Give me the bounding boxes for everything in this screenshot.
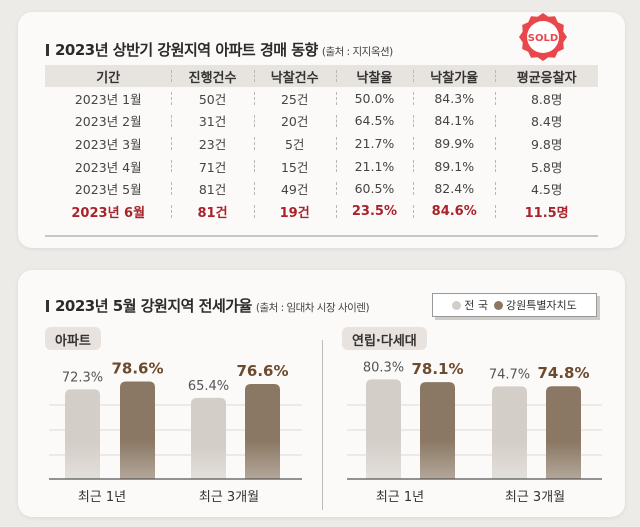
- category-label: 최근 1년: [376, 490, 424, 505]
- column-header: 진행건수: [171, 65, 254, 87]
- table-cell: 8.4명: [495, 110, 598, 133]
- table-cell: 25건: [253, 87, 336, 110]
- data-label: 74.8%: [537, 364, 589, 382]
- bar-shade: [191, 397, 226, 479]
- bar-shade: [420, 382, 455, 479]
- auction-panel: 2023년 상반기 강원지역 아파트 경매 동향 (출처 : 지지옥션) SOLD…: [18, 12, 625, 248]
- chart-title-villa: 연립·다세대: [342, 327, 427, 350]
- jeonse-title-text: 2023년 5월 강원지역 전세가율: [55, 297, 252, 315]
- table-row: 2023년 2월 31건 20건 64.5% 84.1% 8.4명: [45, 110, 598, 133]
- data-label: 80.3%: [363, 360, 404, 375]
- auction-table: 기간 진행건수 낙찰건수 낙찰율 낙찰가율 평균응찰자 2023년 1월 50건 25건 50.…: [45, 65, 598, 223]
- table-cell: 31건: [171, 110, 253, 133]
- table-cell: 20건: [253, 110, 336, 133]
- legend-dot-national-icon: [452, 301, 462, 310]
- table-cell: 2023년 3월: [74, 136, 142, 152]
- legend-item-national: 전 국: [452, 297, 488, 313]
- table-cell: 2023년 2월: [74, 114, 142, 130]
- table-cell: 71건: [171, 155, 253, 178]
- table-cell: 5.8명: [495, 155, 598, 178]
- table-cell: 81건: [171, 177, 253, 200]
- table-row: 2023년 6월 81건 19건 23.5% 84.6% 11.5명: [45, 200, 598, 223]
- category-label: 최근 3개월: [505, 490, 565, 505]
- table-header: 기간 진행건수 낙찰건수 낙찰율 낙찰가율 평균응찰자: [45, 65, 598, 87]
- bar-shade: [546, 386, 581, 479]
- table-cell: 81건: [171, 200, 253, 223]
- table-cell: 4.5명: [495, 177, 598, 200]
- legend-dot-gangwon-icon: [493, 301, 503, 310]
- column-header: 기간: [45, 65, 172, 87]
- table-cell: 64.5%: [335, 110, 413, 133]
- category-label: 최근 3개월: [199, 490, 259, 505]
- bar-shade: [120, 381, 155, 479]
- legend-label: 전 국: [464, 299, 488, 312]
- table-cell: 2023년 1월: [74, 91, 142, 107]
- table-cell: 2023년 5월: [74, 182, 142, 198]
- jeonse-title: 2023년 5월 강원지역 전세가율 (출처 : 임대차 시장 사이렌): [46, 295, 370, 316]
- data-label: 74.7%: [489, 367, 530, 382]
- table-cell: 23건: [171, 132, 253, 155]
- column-header: 낙찰율: [335, 65, 414, 87]
- table-cell: 50.0%: [335, 87, 413, 110]
- table-bottom-line: [45, 235, 598, 237]
- jeonse-source: (출처 : 임대차 시장 사이렌): [255, 302, 370, 314]
- legend-label: 강원특별자치도: [505, 299, 577, 312]
- table-cell: 60.5%: [335, 177, 413, 200]
- bar-shade: [65, 389, 100, 479]
- data-label: 72.3%: [62, 370, 103, 385]
- sold-stamp-icon: SOLD: [519, 13, 567, 61]
- table-row: 2023년 5월 81건 49건 60.5% 82.4% 4.5명: [45, 177, 598, 200]
- category-label: 최근 1년: [78, 490, 126, 505]
- table-cell: 11.5명: [495, 200, 598, 223]
- table-cell: 21.7%: [335, 132, 413, 155]
- table-cell: 19건: [253, 200, 336, 223]
- stamp-text: SOLD: [528, 33, 558, 44]
- chart-title-apartment: 아파트: [45, 327, 101, 350]
- table-cell: 23.5%: [335, 200, 413, 223]
- bar-shade: [366, 379, 401, 479]
- data-label: 78.1%: [411, 360, 463, 378]
- bar-shade: [492, 386, 527, 479]
- auction-source: (출처 : 지지옥션): [321, 46, 393, 58]
- table-cell: 8.8명: [495, 87, 598, 110]
- table-cell: 2023년 4월: [74, 159, 142, 175]
- table-cell: 82.4%: [413, 177, 495, 200]
- table-cell: 21.1%: [335, 155, 413, 178]
- legend: 전 국 강원특별자치도: [432, 293, 597, 317]
- table-cell: 89.1%: [413, 155, 495, 178]
- table-cell: 9.8명: [495, 132, 598, 155]
- table-row: 2023년 1월 50건 25건 50.0% 84.3% 8.8명: [45, 87, 598, 110]
- table-cell: 49건: [253, 177, 336, 200]
- auction-title: 2023년 상반기 강원지역 아파트 경매 동향 (출처 : 지지옥션): [46, 39, 393, 60]
- column-header: 평균응찰자: [495, 65, 598, 87]
- bar-shade: [245, 384, 280, 479]
- auction-title-text: 2023년 상반기 강원지역 아파트 경매 동향: [55, 41, 318, 59]
- table-row: 2023년 3월 23건 5건 21.7% 89.9% 9.8명: [45, 132, 598, 155]
- table-cell: 2023년 6월: [71, 205, 146, 221]
- legend-item-gangwon: 강원특별자치도: [493, 297, 577, 313]
- data-label: 78.6%: [111, 360, 163, 378]
- table-cell: 15건: [253, 155, 336, 178]
- data-label: 76.6%: [236, 362, 288, 380]
- data-label: 65.4%: [188, 379, 229, 394]
- table-cell: 84.1%: [413, 110, 495, 133]
- chart-divider: [322, 340, 323, 510]
- column-header: 낙찰건수: [253, 65, 336, 87]
- column-header: 낙찰가율: [413, 65, 496, 87]
- table-row: 2023년 4월 71건 15건 21.1% 89.1% 5.8명: [45, 155, 598, 178]
- table-cell: 84.6%: [413, 200, 495, 223]
- table-cell: 50건: [171, 87, 253, 110]
- table-cell: 84.3%: [413, 87, 495, 110]
- table-cell: 89.9%: [413, 132, 495, 155]
- table-cell: 5건: [253, 132, 336, 155]
